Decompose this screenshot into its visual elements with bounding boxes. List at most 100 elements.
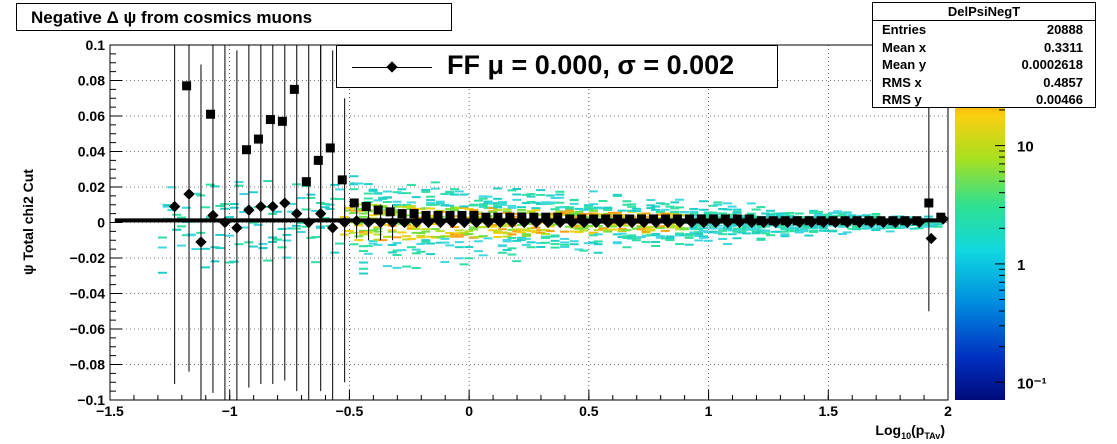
heatmap-cell bbox=[598, 227, 608, 230]
heatmap-cell bbox=[675, 206, 685, 209]
heatmap-cell bbox=[660, 212, 670, 215]
heatmap-cell bbox=[756, 229, 766, 232]
heatmap-cell bbox=[703, 239, 713, 242]
heatmap-cell bbox=[579, 212, 589, 215]
heatmap-cell bbox=[392, 191, 402, 194]
heatmap-cell bbox=[483, 195, 493, 198]
heatmap-cell bbox=[569, 240, 579, 243]
heatmap-cell bbox=[540, 241, 550, 244]
square-marker bbox=[637, 214, 647, 224]
square-marker bbox=[912, 216, 922, 226]
heatmap-cell bbox=[698, 235, 708, 238]
x-tick-label: 1 bbox=[705, 403, 713, 419]
stats-row: Mean y 0.0002618 bbox=[873, 56, 1095, 74]
stats-row: RMS y 0.00466 bbox=[873, 91, 1095, 109]
heatmap-cell bbox=[373, 199, 383, 202]
heatmap-cell bbox=[507, 253, 517, 256]
heatmap-cell bbox=[426, 253, 436, 256]
heatmap-cell bbox=[655, 235, 665, 238]
heatmap-cell bbox=[713, 213, 723, 216]
heatmap-cell bbox=[416, 207, 426, 210]
heatmap-cell bbox=[646, 228, 656, 231]
heatmap-cell bbox=[861, 227, 871, 230]
heatmap-cell bbox=[402, 206, 412, 209]
heatmap-cell bbox=[560, 205, 570, 208]
heatmap-cell bbox=[416, 236, 426, 239]
heatmap-cell bbox=[536, 193, 546, 196]
heatmap-cell bbox=[397, 205, 407, 208]
heatmap-cell bbox=[622, 203, 632, 206]
heatmap-cell bbox=[718, 227, 728, 230]
heatmap-cell bbox=[306, 236, 316, 239]
heatmap-cell bbox=[665, 212, 675, 215]
square-marker bbox=[840, 216, 850, 226]
heatmap-cell bbox=[703, 223, 713, 226]
heatmap-cell bbox=[416, 211, 426, 214]
heatmap-cell bbox=[277, 227, 287, 230]
heatmap-cell bbox=[880, 226, 890, 229]
square-marker bbox=[888, 216, 898, 226]
heatmap-cell bbox=[540, 236, 550, 239]
heatmap-cell bbox=[229, 202, 239, 205]
stats-name: DelPsiNegT bbox=[873, 3, 1095, 21]
heatmap-cell bbox=[655, 236, 665, 239]
square-marker bbox=[481, 212, 491, 222]
heatmap-cell bbox=[426, 201, 436, 204]
heatmap-cell bbox=[722, 242, 732, 245]
heatmap-cell bbox=[416, 250, 426, 253]
heatmap-cell bbox=[392, 236, 402, 239]
heatmap-cell bbox=[603, 228, 613, 231]
heatmap-cell bbox=[449, 233, 459, 236]
heatmap-cell bbox=[665, 237, 675, 240]
heatmap-cell bbox=[732, 237, 742, 240]
heatmap-cell bbox=[191, 192, 201, 195]
y-tick-label: 0.1 bbox=[86, 37, 106, 53]
heatmap-cell bbox=[804, 226, 814, 229]
heatmap-cell bbox=[493, 208, 503, 211]
heatmap-cell bbox=[651, 205, 661, 208]
heatmap-cell bbox=[306, 196, 316, 199]
heatmap-cell bbox=[349, 188, 359, 191]
heatmap-cell bbox=[646, 225, 656, 228]
heatmap-cell bbox=[507, 204, 517, 207]
heatmap-cell bbox=[622, 237, 632, 240]
heatmap-cell bbox=[344, 229, 354, 232]
heatmap-cell bbox=[526, 195, 536, 198]
x-tick-label: −0.5 bbox=[336, 403, 364, 419]
heatmap-cell bbox=[584, 216, 594, 219]
heatmap-cell bbox=[627, 235, 637, 238]
heatmap-cell bbox=[426, 199, 436, 202]
heatmap-cell bbox=[555, 206, 565, 209]
heatmap-cell bbox=[675, 198, 685, 201]
heatmap-cell bbox=[368, 242, 378, 245]
heatmap-cell bbox=[478, 197, 488, 200]
heatmap-cell bbox=[746, 228, 756, 231]
heatmap-cell bbox=[569, 202, 579, 205]
stats-box: DelPsiNegT Entries 20888 Mean x 0.3311 Mea… bbox=[872, 2, 1096, 108]
heatmap-cell bbox=[449, 193, 459, 196]
heatmap-cell bbox=[603, 230, 613, 233]
y-tick-label: 0.02 bbox=[78, 179, 105, 195]
x-tick-label: −1 bbox=[222, 403, 238, 419]
y-tick-label: −0.02 bbox=[70, 250, 106, 266]
heatmap-cell bbox=[392, 205, 402, 208]
heatmap-cell bbox=[239, 193, 249, 196]
heatmap-cell bbox=[732, 210, 742, 213]
heatmap-cell bbox=[335, 242, 345, 245]
heatmap-cell bbox=[469, 226, 479, 229]
diamond-marker bbox=[410, 216, 423, 229]
heatmap-cell bbox=[473, 250, 483, 253]
heatmap-cell bbox=[215, 204, 225, 207]
heatmap-cell bbox=[751, 232, 761, 235]
heatmap-cell bbox=[579, 208, 589, 211]
heatmap-cell bbox=[411, 228, 421, 231]
heatmap-cell bbox=[655, 226, 665, 229]
heatmap-cell bbox=[402, 235, 412, 238]
heatmap-cell bbox=[718, 237, 728, 240]
heatmap-cell bbox=[679, 234, 689, 237]
heatmap-cell bbox=[392, 242, 402, 245]
heatmap-cell bbox=[641, 230, 651, 233]
heatmap-cell bbox=[435, 230, 445, 233]
heatmap-cell bbox=[301, 208, 311, 211]
stats-value: 0.3311 bbox=[1043, 39, 1083, 55]
